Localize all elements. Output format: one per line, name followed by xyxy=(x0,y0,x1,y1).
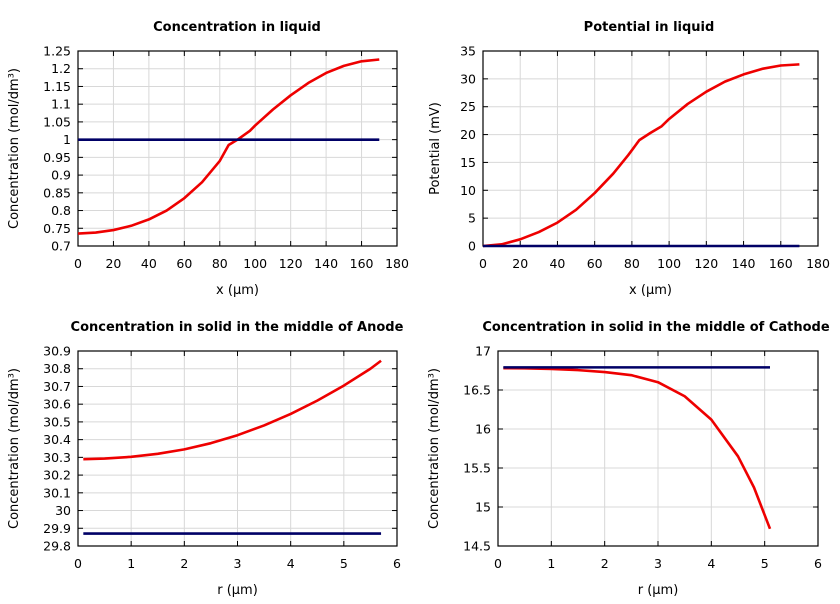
x-axis-label: x (μm) xyxy=(216,283,259,298)
x-tick-label: 3 xyxy=(654,556,662,571)
x-tick-label: 6 xyxy=(393,556,401,571)
y-tick-label: 30.4 xyxy=(43,432,71,447)
y-tick-label: 0.75 xyxy=(43,221,71,236)
y-tick-label: 30.9 xyxy=(43,344,71,359)
x-tick-label: 120 xyxy=(694,256,718,271)
y-tick-label: 30 xyxy=(55,503,71,518)
x-tick-label: 40 xyxy=(549,256,565,271)
x-tick-label: 160 xyxy=(350,256,374,271)
y-axis-label: Concentration (mol/dm³) xyxy=(7,68,22,229)
x-tick-label: 5 xyxy=(761,556,769,571)
y-tick-label: 30.7 xyxy=(43,379,71,394)
y-tick-label: 1.15 xyxy=(43,79,71,94)
y-tick-label: 1.05 xyxy=(43,114,71,129)
plot-frame xyxy=(77,350,398,547)
y-axis-label: Concentration (mol/dm³) xyxy=(427,368,442,529)
x-tick-label: 60 xyxy=(587,256,603,271)
y-tick-label: 16 xyxy=(475,422,491,437)
y-tick-label: 29.9 xyxy=(43,521,71,536)
x-tick-label: 2 xyxy=(180,556,188,571)
chart-4: Concentration in solid in the middle of … xyxy=(427,320,830,598)
y-tick-label: 30.3 xyxy=(43,450,71,465)
plot-frame xyxy=(482,50,819,247)
y-tick-label: 15 xyxy=(460,155,476,170)
x-tick-label: 0 xyxy=(74,256,82,271)
x-tick-label: 20 xyxy=(105,256,121,271)
y-tick-label: 15 xyxy=(475,500,491,515)
y-tick-label: 1.25 xyxy=(43,44,71,59)
y-tick-label: 30.8 xyxy=(43,361,71,376)
y-tick-label: 1.2 xyxy=(51,61,71,76)
x-tick-label: 20 xyxy=(512,256,528,271)
y-axis-label: Concentration (mol/dm³) xyxy=(7,368,22,529)
x-tick-label: 140 xyxy=(314,256,338,271)
y-tick-label: 0.95 xyxy=(43,150,71,165)
x-axis-label: x (μm) xyxy=(629,283,672,298)
x-axis-label: r (μm) xyxy=(217,583,258,598)
y-tick-label: 16.5 xyxy=(463,383,491,398)
x-tick-label: 80 xyxy=(212,256,228,271)
y-tick-label: 0.85 xyxy=(43,185,71,200)
chart-title: Concentration in solid in the middle of … xyxy=(482,320,830,335)
plot-frame xyxy=(77,50,398,247)
chart-title: Concentration in solid in the middle of … xyxy=(71,320,404,335)
y-tick-label: 30.1 xyxy=(43,485,71,500)
x-tick-label: 180 xyxy=(806,256,830,271)
x-tick-label: 0 xyxy=(494,556,502,571)
x-tick-label: 80 xyxy=(624,256,640,271)
y-tick-label: 1.1 xyxy=(51,97,71,112)
x-tick-label: 140 xyxy=(732,256,756,271)
x-tick-label: 0 xyxy=(479,256,487,271)
plot-frame xyxy=(497,350,819,547)
chart-title: Concentration in liquid xyxy=(153,20,321,35)
series-line-red xyxy=(482,63,800,248)
y-tick-label: 20 xyxy=(460,127,476,142)
y-tick-label: 0.8 xyxy=(51,203,71,218)
y-tick-label: 30.5 xyxy=(43,414,71,429)
y-tick-label: 35 xyxy=(460,44,476,59)
y-tick-label: 14.5 xyxy=(463,539,491,554)
series-line-red xyxy=(83,359,382,461)
x-tick-label: 60 xyxy=(176,256,192,271)
x-tick-label: 100 xyxy=(657,256,681,271)
y-tick-label: 15.5 xyxy=(463,461,491,476)
y-axis-label: Potential (mV) xyxy=(428,102,443,195)
y-tick-label: 17 xyxy=(475,344,491,359)
x-tick-label: 6 xyxy=(814,556,822,571)
x-tick-label: 100 xyxy=(243,256,267,271)
x-tick-label: 3 xyxy=(234,556,242,571)
series-line-red xyxy=(503,366,772,530)
x-tick-label: 4 xyxy=(287,556,295,571)
x-tick-label: 5 xyxy=(340,556,348,571)
y-tick-label: 0.9 xyxy=(51,168,71,183)
x-tick-label: 180 xyxy=(385,256,409,271)
x-tick-label: 1 xyxy=(127,556,135,571)
y-tick-label: 25 xyxy=(460,99,476,114)
y-tick-label: 10 xyxy=(460,183,476,198)
x-tick-label: 160 xyxy=(769,256,793,271)
x-tick-label: 0 xyxy=(74,556,82,571)
y-tick-label: 29.8 xyxy=(43,539,71,554)
y-tick-label: 0.7 xyxy=(51,239,71,254)
chart-1: Concentration in liquid 0 20 40 60 80 100 120 14… xyxy=(7,20,409,298)
x-tick-label: 120 xyxy=(279,256,303,271)
y-tick-label: 30.2 xyxy=(43,468,71,483)
x-axis-label: r (μm) xyxy=(638,583,679,598)
x-tick-label: 40 xyxy=(141,256,157,271)
y-tick-label: 30.6 xyxy=(43,397,71,412)
series-line-red xyxy=(77,58,380,235)
y-tick-label: 5 xyxy=(468,211,476,226)
x-tick-label: 1 xyxy=(547,556,555,571)
chart-3: Concentration in solid in the middle of … xyxy=(7,320,404,598)
y-tick-label: 30 xyxy=(460,71,476,86)
x-tick-label: 4 xyxy=(707,556,715,571)
y-tick-label: 0 xyxy=(468,239,476,254)
y-tick-label: 1 xyxy=(63,132,71,147)
x-tick-label: 2 xyxy=(601,556,609,571)
chart-title: Potential in liquid xyxy=(584,20,715,35)
